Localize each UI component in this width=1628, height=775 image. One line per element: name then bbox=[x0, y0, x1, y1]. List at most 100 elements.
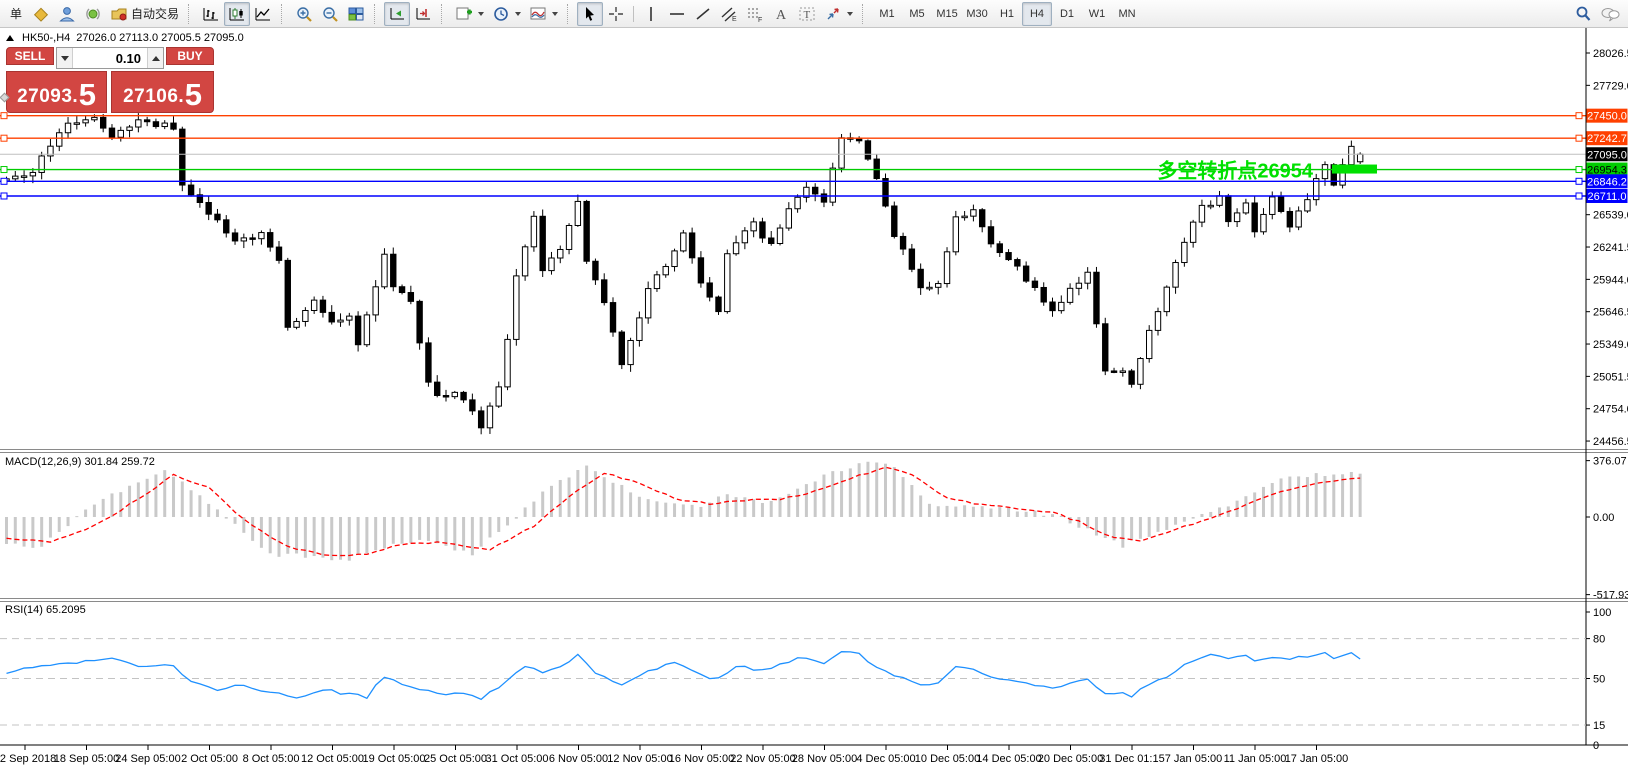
arrows-button[interactable] bbox=[820, 2, 857, 26]
signal-button[interactable] bbox=[80, 2, 106, 26]
indicators-button[interactable] bbox=[451, 2, 488, 26]
svg-text:26846.2: 26846.2 bbox=[1587, 176, 1627, 188]
search-icon bbox=[1574, 5, 1592, 23]
autotrade-button[interactable]: 自动交易 bbox=[106, 2, 183, 26]
annotation-text[interactable]: 多空转折点26954 bbox=[1157, 159, 1313, 183]
svg-text:28 Nov 05:00: 28 Nov 05:00 bbox=[792, 753, 857, 765]
dropdown-caret-icon bbox=[515, 11, 522, 16]
text-button[interactable]: A bbox=[768, 2, 794, 26]
text-icon: A bbox=[772, 5, 790, 23]
price-badge-27242.7 bbox=[1586, 131, 1628, 146]
sell-button[interactable]: SELL bbox=[6, 47, 54, 65]
tile-windows-button[interactable] bbox=[343, 2, 369, 26]
cursor-icon bbox=[581, 5, 599, 23]
profile-button[interactable] bbox=[54, 2, 80, 26]
vertical-line-icon bbox=[642, 5, 660, 23]
chart-window: 多空转折点26954 28026.5 27729.0 26539.0 26241.5 25… bbox=[0, 28, 1628, 775]
svg-text:26539.0: 26539.0 bbox=[1593, 210, 1628, 222]
volume-up-button[interactable] bbox=[147, 48, 163, 68]
zoom-in-icon bbox=[295, 5, 313, 23]
vertical-line-button[interactable] bbox=[638, 2, 664, 26]
fibonacci-button[interactable]: F bbox=[742, 2, 768, 26]
templates-button[interactable] bbox=[525, 2, 562, 26]
chat-button[interactable] bbox=[1596, 2, 1624, 26]
bars-chart-button[interactable] bbox=[198, 2, 224, 26]
journal-icon bbox=[32, 5, 50, 23]
sell-price-frac: 5 bbox=[78, 77, 96, 112]
crosshair-icon bbox=[607, 5, 625, 23]
timeframe-mn[interactable]: MN bbox=[1112, 2, 1142, 26]
svg-text:15: 15 bbox=[1593, 720, 1605, 732]
horizontal-line-icon bbox=[668, 5, 686, 23]
toolbar: 单 自动交易 bbox=[0, 0, 1628, 28]
sell-price-button[interactable]: 27093. 5 bbox=[6, 71, 107, 113]
svg-text:376.07: 376.07 bbox=[1593, 456, 1627, 468]
volume-input[interactable] bbox=[73, 48, 147, 68]
price-axis[interactable]: 28026.5 27729.0 26539.0 26241.5 25944.0 25646… bbox=[1586, 48, 1628, 448]
rsi-label: RSI(14) 65.2095 bbox=[5, 604, 86, 616]
ohlc-values: 27026.0 27113.0 27005.5 27095.0 bbox=[76, 32, 244, 44]
volume-down-button[interactable] bbox=[57, 48, 73, 68]
svg-text:8 Oct 05:00: 8 Oct 05:00 bbox=[243, 753, 300, 765]
auto-scroll-button[interactable] bbox=[384, 1, 411, 26]
fibonacci-icon: F bbox=[746, 5, 764, 23]
zoom-out-button[interactable] bbox=[317, 2, 343, 26]
trendline-button[interactable] bbox=[690, 2, 716, 26]
svg-text:12 Sep 2018: 12 Sep 2018 bbox=[0, 753, 56, 765]
price-badge-26711.0 bbox=[1586, 188, 1628, 203]
timeframe-w1[interactable]: W1 bbox=[1082, 2, 1112, 26]
equidistant-channel-button[interactable]: E bbox=[716, 2, 742, 26]
autotrade-icon bbox=[110, 5, 128, 23]
one-click-trading-panel: SELL BUY 27093.5 27106.5 bbox=[6, 47, 214, 113]
sell-price-dot: . bbox=[72, 86, 78, 107]
auto-scroll-icon bbox=[388, 5, 406, 23]
svg-text:19 Oct 05:00: 19 Oct 05:00 bbox=[363, 753, 426, 765]
svg-text:E: E bbox=[732, 16, 737, 23]
timeframe-m5[interactable]: M5 bbox=[902, 2, 932, 26]
timeframe-m15[interactable]: M15 bbox=[932, 2, 962, 26]
svg-text:24754.0: 24754.0 bbox=[1593, 404, 1628, 416]
volume-stepper bbox=[56, 47, 164, 69]
crosshair-button[interactable] bbox=[603, 2, 629, 26]
templates-icon bbox=[529, 5, 547, 23]
buy-button[interactable]: BUY bbox=[166, 47, 214, 65]
timeframe-d1[interactable]: D1 bbox=[1052, 2, 1082, 26]
svg-text:T: T bbox=[804, 9, 811, 21]
equidistant-channel-icon: E bbox=[720, 5, 738, 23]
search-button[interactable] bbox=[1570, 2, 1596, 26]
cursor-button[interactable] bbox=[577, 1, 604, 26]
highlight-bar[interactable] bbox=[1332, 164, 1377, 174]
toolbar-grip bbox=[441, 3, 446, 24]
svg-text:80: 80 bbox=[1593, 634, 1605, 646]
bars-chart-icon bbox=[202, 5, 220, 23]
timeframe-m30[interactable]: M30 bbox=[962, 2, 992, 26]
journal-button[interactable] bbox=[28, 2, 54, 26]
new-order-button[interactable]: 单 bbox=[4, 2, 28, 26]
timeframe-h1[interactable]: H1 bbox=[992, 2, 1022, 26]
chart-title: HK50-,H4 27026.0 27113.0 27005.5 27095.0 bbox=[6, 32, 244, 44]
price-badge-26954.3 bbox=[1586, 162, 1628, 177]
collapse-panel-icon[interactable] bbox=[6, 35, 14, 41]
chart-shift-button[interactable] bbox=[410, 2, 436, 26]
periods-button[interactable] bbox=[488, 2, 525, 26]
toolbar-grip bbox=[862, 3, 867, 24]
chart-area[interactable]: 多空转折点26954 28026.5 27729.0 26539.0 26241.5 25… bbox=[0, 28, 1628, 775]
arrows-icon bbox=[824, 5, 842, 23]
svg-text:12 Oct 05:00: 12 Oct 05:00 bbox=[301, 753, 364, 765]
profile-icon bbox=[58, 5, 76, 23]
horizontal-line-button[interactable] bbox=[664, 2, 690, 26]
horizontal-levels[interactable] bbox=[0, 112, 1586, 200]
zoom-in-button[interactable] bbox=[291, 2, 317, 26]
candles-chart-button[interactable] bbox=[224, 1, 251, 26]
toolbar-grip bbox=[374, 3, 379, 24]
timeframe-m1[interactable]: M1 bbox=[872, 2, 902, 26]
text-label-button[interactable]: T bbox=[794, 2, 820, 26]
line-chart-button[interactable] bbox=[250, 2, 276, 26]
sell-price-main: 27093 bbox=[17, 86, 73, 107]
timeframe-h4[interactable]: H4 bbox=[1022, 1, 1053, 26]
toolbar-divider bbox=[633, 5, 635, 22]
buy-price-button[interactable]: 27106. 5 bbox=[111, 71, 214, 113]
svg-text:22 Nov 05:00: 22 Nov 05:00 bbox=[730, 753, 795, 765]
